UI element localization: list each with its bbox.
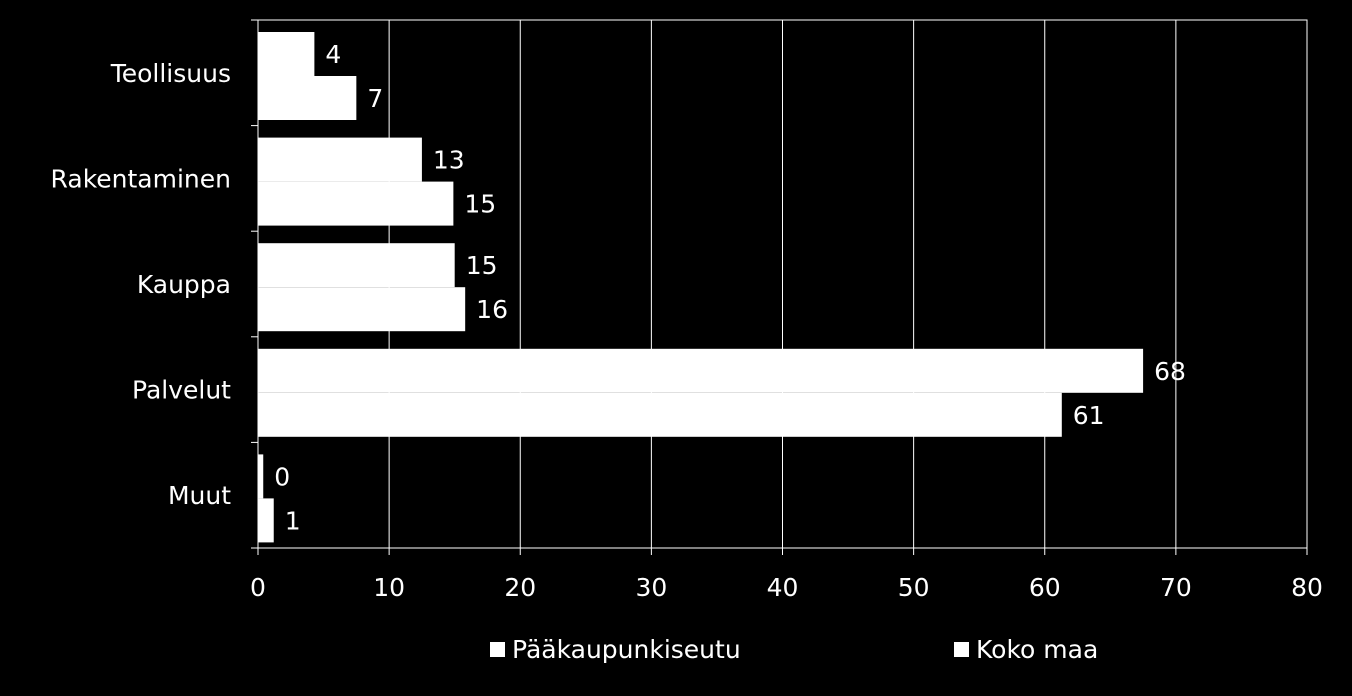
- bar: [258, 76, 357, 120]
- data-label: 16: [476, 295, 508, 324]
- category-label: Teollisuus: [110, 59, 231, 88]
- data-label: 15: [466, 251, 498, 280]
- x-tick-label: 10: [373, 573, 405, 602]
- category-label: Kauppa: [137, 270, 231, 299]
- legend-label: Pääkaupunkiseutu: [512, 635, 741, 664]
- x-tick-label: 20: [504, 573, 536, 602]
- category-label: Palvelut: [132, 376, 231, 405]
- x-tick-label: 80: [1291, 573, 1323, 602]
- x-tick-label: 70: [1160, 573, 1192, 602]
- legend-label: Koko maa: [976, 635, 1098, 664]
- data-label: 61: [1073, 401, 1105, 430]
- x-tick-label: 40: [767, 573, 799, 602]
- data-label: 13: [433, 146, 465, 175]
- bar: [258, 243, 455, 288]
- x-tick-label: 30: [635, 573, 667, 602]
- data-label: 4: [325, 40, 341, 69]
- data-label: 1: [285, 506, 301, 535]
- bar: [258, 454, 264, 499]
- data-label: 7: [367, 84, 383, 113]
- category-label: Muut: [168, 481, 231, 510]
- x-tick-label: 60: [1029, 573, 1061, 602]
- bar: [258, 498, 274, 543]
- bar: [258, 287, 466, 332]
- legend-swatch: [954, 642, 969, 657]
- bar: [258, 181, 454, 226]
- x-tick-label: 50: [898, 573, 930, 602]
- x-tick-label: 0: [250, 573, 266, 602]
- bar: [258, 137, 422, 182]
- bar: [258, 32, 315, 76]
- bar: [258, 348, 1144, 393]
- data-label: 0: [274, 462, 290, 491]
- bar: [258, 392, 1062, 437]
- data-label: 15: [464, 190, 496, 219]
- category-label: Rakentaminen: [51, 164, 231, 193]
- data-label: 68: [1154, 357, 1186, 386]
- legend-swatch: [490, 642, 505, 657]
